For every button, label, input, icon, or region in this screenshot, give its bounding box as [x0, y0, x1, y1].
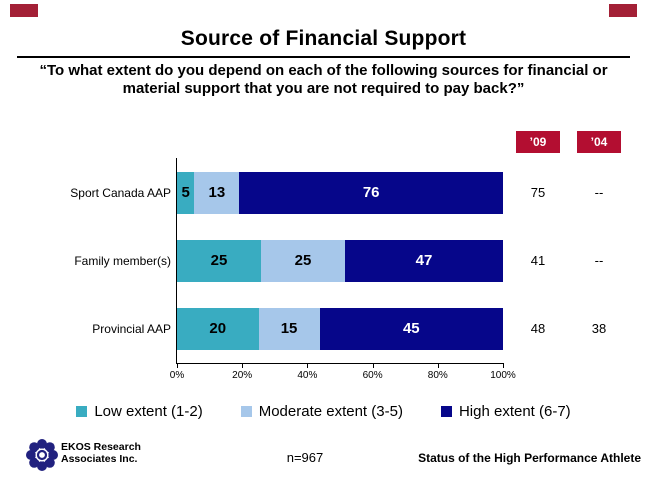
x-axis-line: [176, 363, 504, 364]
bar-segment: 15: [258, 308, 320, 350]
bar-segment: 47: [345, 240, 503, 282]
comparison-value-y04: --: [594, 185, 604, 200]
column-header-04: ’04: [577, 131, 621, 153]
x-axis-tick-label: 0%: [169, 370, 185, 381]
comparison-value-y04: 38: [591, 321, 607, 336]
bar-segment: 25: [177, 240, 262, 282]
corner-mark-left: [10, 4, 38, 17]
x-axis-tick: [307, 363, 309, 368]
comparison-value-y09: 41: [530, 253, 546, 268]
legend-swatch-icon: [240, 405, 252, 417]
comparison-value-y09: 48: [530, 321, 546, 336]
x-axis-tick: [177, 363, 178, 368]
title-underline: [17, 56, 630, 58]
x-axis-tick: [242, 363, 244, 368]
comparison-value-y09: 75: [530, 185, 546, 200]
legend: Low extent (1-2) Moderate extent (3-5) Hig…: [0, 400, 647, 422]
bar-row: 20 15 45: [177, 308, 503, 350]
report-title: Status of the High Performance Athlete: [418, 451, 641, 465]
plot-area: 5 13 76 25 25 47 20 15 45: [177, 160, 503, 363]
y-axis-line: [176, 158, 177, 364]
subtitle-line-2: material support that you are not requir…: [122, 80, 525, 97]
x-axis-tick: [372, 363, 374, 368]
bar-segment: 20: [177, 308, 259, 350]
comparison-value-y04: --: [594, 253, 604, 268]
legend-label: Low extent (1-2): [94, 402, 203, 420]
subtitle-line-1: “To what extent do you depend on each of…: [39, 62, 608, 79]
bar-row: 25 25 47: [177, 240, 503, 282]
bar-segment: 45: [319, 308, 503, 350]
org-name: EKOS Research Associates Inc.: [61, 441, 141, 465]
legend-label: High extent (6-7): [458, 402, 571, 420]
sample-size: n=967: [286, 450, 324, 465]
category-label: Family member(s): [74, 254, 171, 268]
x-axis-tick-label: 100%: [490, 370, 516, 381]
category-label: Sport Canada AAP: [70, 186, 171, 200]
ekos-logo-icon: [26, 439, 58, 471]
legend-item: High extent (6-7): [440, 402, 571, 420]
x-axis-tick-label: 60%: [362, 370, 383, 381]
org-name-line-2: Associates Inc.: [61, 453, 138, 465]
legend-swatch-icon: [76, 405, 88, 417]
x-axis-tick: [503, 363, 504, 368]
legend-swatch-icon: [440, 405, 452, 417]
bar-segment: 5: [177, 172, 195, 214]
bar-segment: 76: [239, 172, 503, 214]
bar-row: 5 13 76: [177, 172, 503, 214]
bar-segment: 25: [261, 240, 346, 282]
x-axis-tick-label: 80%: [427, 370, 448, 381]
x-axis-tick: [437, 363, 439, 368]
column-header-09: ’09: [516, 131, 560, 153]
page-subtitle: “To what extent do you depend on each of…: [0, 62, 647, 98]
bar-segment: 13: [194, 172, 240, 214]
org-name-line-1: EKOS Research: [61, 441, 141, 453]
category-label: Provincial AAP: [92, 322, 171, 336]
legend-item: Low extent (1-2): [76, 402, 203, 420]
legend-item: Moderate extent (3-5): [240, 402, 403, 420]
x-axis-tick-label: 20%: [232, 370, 253, 381]
x-axis-tick-label: 40%: [297, 370, 318, 381]
corner-mark-right: [609, 4, 637, 17]
legend-label: Moderate extent (3-5): [258, 402, 403, 420]
page-title: Source of Financial Support: [180, 27, 467, 50]
